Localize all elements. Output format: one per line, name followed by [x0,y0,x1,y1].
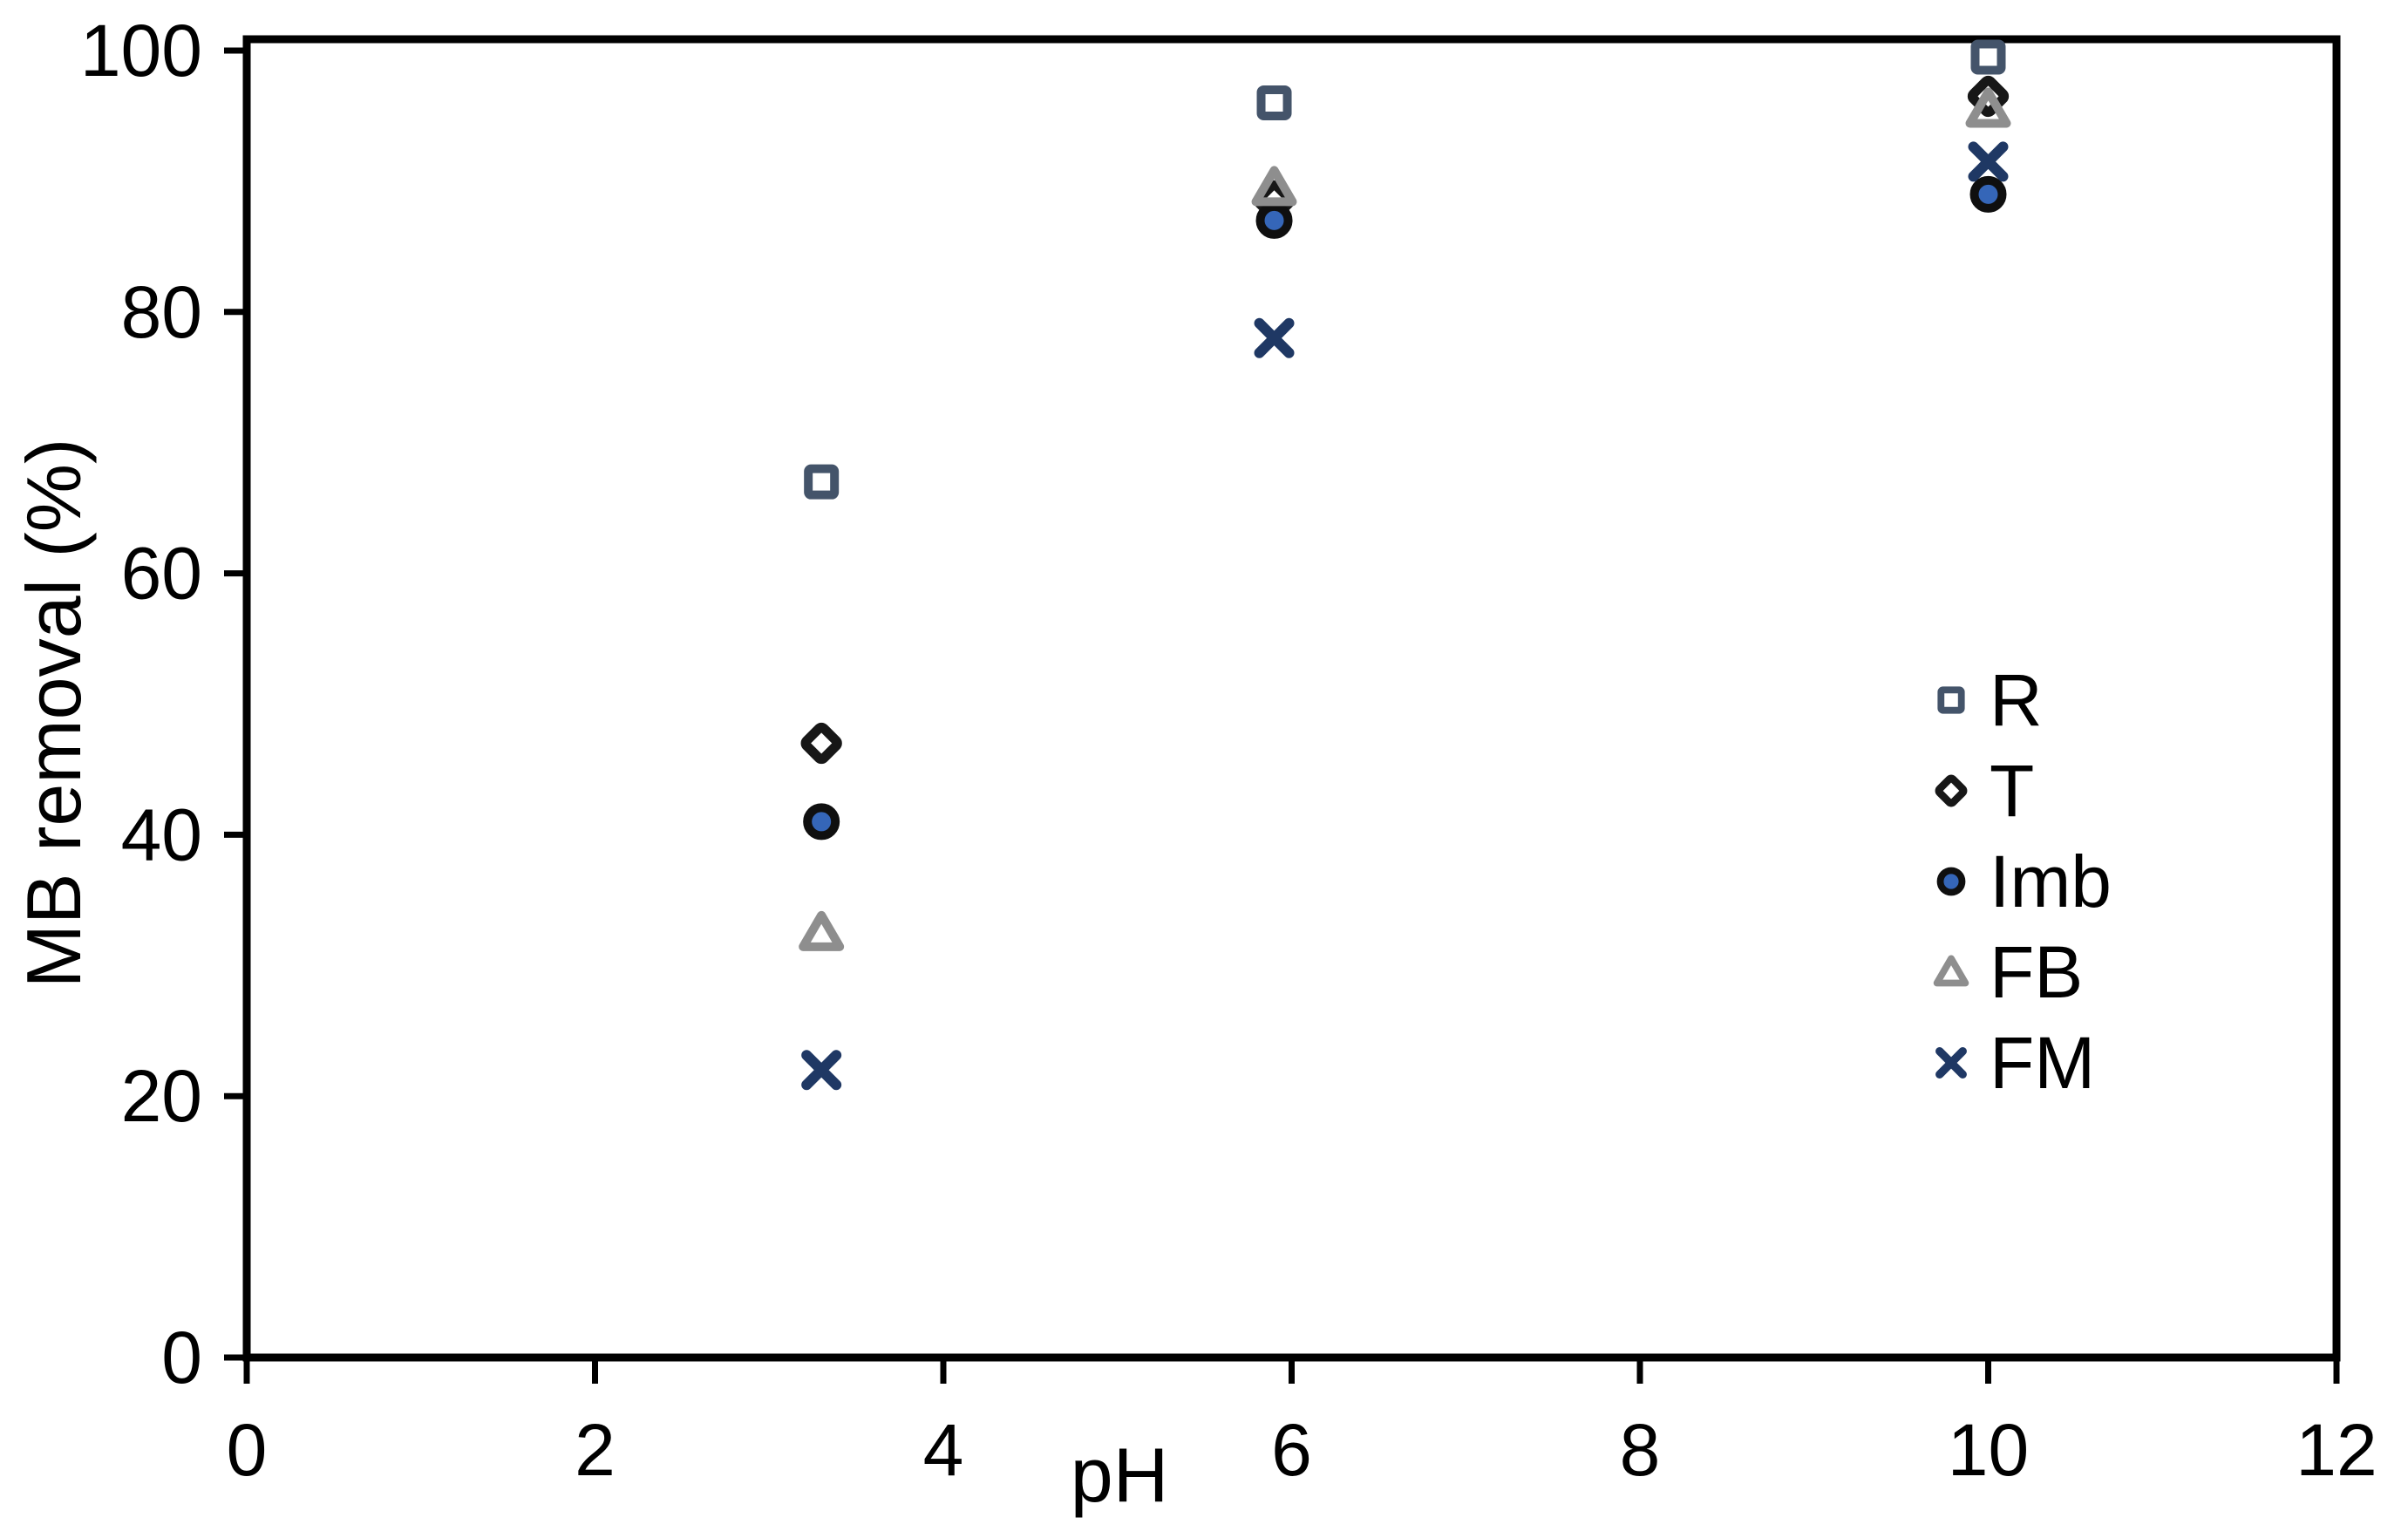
x-tick-label: 6 [1271,1409,1312,1491]
x-tick-label: 0 [227,1409,268,1491]
data-point-FB-2 [1965,87,2011,128]
legend-label: R [1990,659,2043,741]
data-point-Imb-1 [1255,201,1293,239]
legend-item-T: T [1923,750,2112,832]
x-tick-label: 2 [575,1409,616,1491]
legend-label: FB [1990,931,2084,1013]
x-tick-label: 8 [1620,1409,1661,1491]
legend-label: Imb [1990,840,2112,922]
x-tick-label: 12 [2296,1409,2377,1491]
legend: R T Imb FB FM [1923,659,2112,1126]
y-axis-title: MB removal (%) [10,438,97,989]
x-tick-label: 4 [923,1409,964,1491]
data-point-R-0 [804,464,840,500]
data-point-FB-0 [799,910,845,951]
x-tick-label: 10 [1948,1409,2029,1491]
open-diamond-icon [1935,774,1968,807]
y-tick-label: 20 [121,1055,202,1137]
y-tick-label: 40 [121,793,202,875]
data-point-Imb-2 [1969,175,2007,213]
data-point-R-1 [1256,85,1292,120]
legend-item-R: R [1923,659,2112,741]
open-triangle-icon [1933,955,1969,987]
data-point-FB-1 [1251,166,1297,207]
filled-circle-icon [1936,867,1966,896]
data-point-FM-1 [1254,317,1295,358]
legend-item-FB: FB [1923,931,2112,1013]
x-axis-title: pH [1070,1432,1169,1518]
x-cross-icon [1935,1047,1967,1079]
data-point-T-0 [800,722,842,765]
data-point-R-2 [1970,39,2006,75]
legend-item-FM: FM [1923,1022,2112,1104]
open-square-icon [1937,686,1965,714]
y-tick-label: 100 [80,10,202,92]
data-point-Imb-0 [803,803,840,840]
legend-label: FM [1990,1022,2096,1104]
y-tick-label: 0 [161,1317,202,1398]
data-point-FM-2 [1968,141,2009,182]
data-point-FM-0 [801,1050,842,1091]
y-tick-label: 80 [121,271,202,353]
legend-label: T [1990,750,2035,832]
legend-item-Imb: Imb [1923,840,2112,922]
y-tick-label: 60 [121,533,202,615]
